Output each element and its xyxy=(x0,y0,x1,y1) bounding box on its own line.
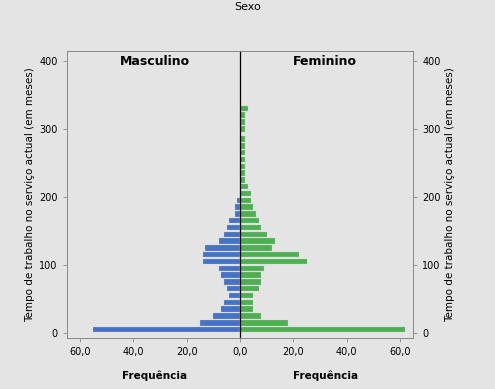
Bar xyxy=(221,307,240,312)
Bar xyxy=(240,238,275,244)
Bar xyxy=(240,191,251,196)
Bar xyxy=(203,259,240,264)
Bar xyxy=(240,218,259,223)
Bar xyxy=(240,225,261,230)
Bar xyxy=(240,252,298,258)
Bar xyxy=(235,204,240,210)
Bar xyxy=(224,300,240,305)
Bar xyxy=(240,163,246,169)
Bar xyxy=(240,245,272,251)
Bar xyxy=(240,231,267,237)
Bar xyxy=(240,204,253,210)
Text: Frequência: Frequência xyxy=(122,371,187,381)
Bar xyxy=(227,286,240,291)
Bar xyxy=(240,307,253,312)
Bar xyxy=(219,238,240,244)
Bar xyxy=(240,177,246,182)
Bar xyxy=(240,157,246,162)
Bar xyxy=(229,218,240,223)
Bar xyxy=(213,313,240,319)
Bar xyxy=(240,327,405,332)
Bar xyxy=(240,286,259,291)
Bar xyxy=(240,266,264,271)
Bar xyxy=(229,293,240,298)
Bar xyxy=(240,211,256,217)
Bar xyxy=(224,279,240,285)
Bar xyxy=(240,313,261,319)
Bar xyxy=(240,136,246,142)
Bar xyxy=(200,320,240,326)
Y-axis label: Tempo de trabalho no serviço actual (em meses): Tempo de trabalho no serviço actual (em … xyxy=(445,67,455,322)
Bar xyxy=(240,198,251,203)
Bar xyxy=(240,293,253,298)
Bar xyxy=(240,106,248,111)
Bar xyxy=(240,259,307,264)
Bar xyxy=(238,198,240,203)
Bar xyxy=(94,327,240,332)
Bar xyxy=(221,272,240,278)
Bar xyxy=(240,126,246,131)
Text: Masculino: Masculino xyxy=(120,55,190,68)
Bar xyxy=(240,170,246,176)
Bar xyxy=(240,150,246,155)
Bar xyxy=(219,266,240,271)
Bar xyxy=(240,112,246,118)
Bar xyxy=(227,225,240,230)
Bar xyxy=(240,184,248,189)
Bar xyxy=(224,231,240,237)
Text: Sexo: Sexo xyxy=(234,2,261,12)
Bar xyxy=(203,252,240,258)
Bar xyxy=(240,119,246,125)
Bar xyxy=(205,245,240,251)
Bar xyxy=(240,279,261,285)
Y-axis label: Tempo de trabalho no serviço actual (em meses): Tempo de trabalho no serviço actual (em … xyxy=(25,67,35,322)
Text: Frequência: Frequência xyxy=(293,371,358,381)
Bar xyxy=(235,211,240,217)
Bar xyxy=(240,143,246,149)
Bar xyxy=(240,320,288,326)
Bar xyxy=(240,300,253,305)
Bar xyxy=(240,272,261,278)
Text: Feminino: Feminino xyxy=(294,55,357,68)
